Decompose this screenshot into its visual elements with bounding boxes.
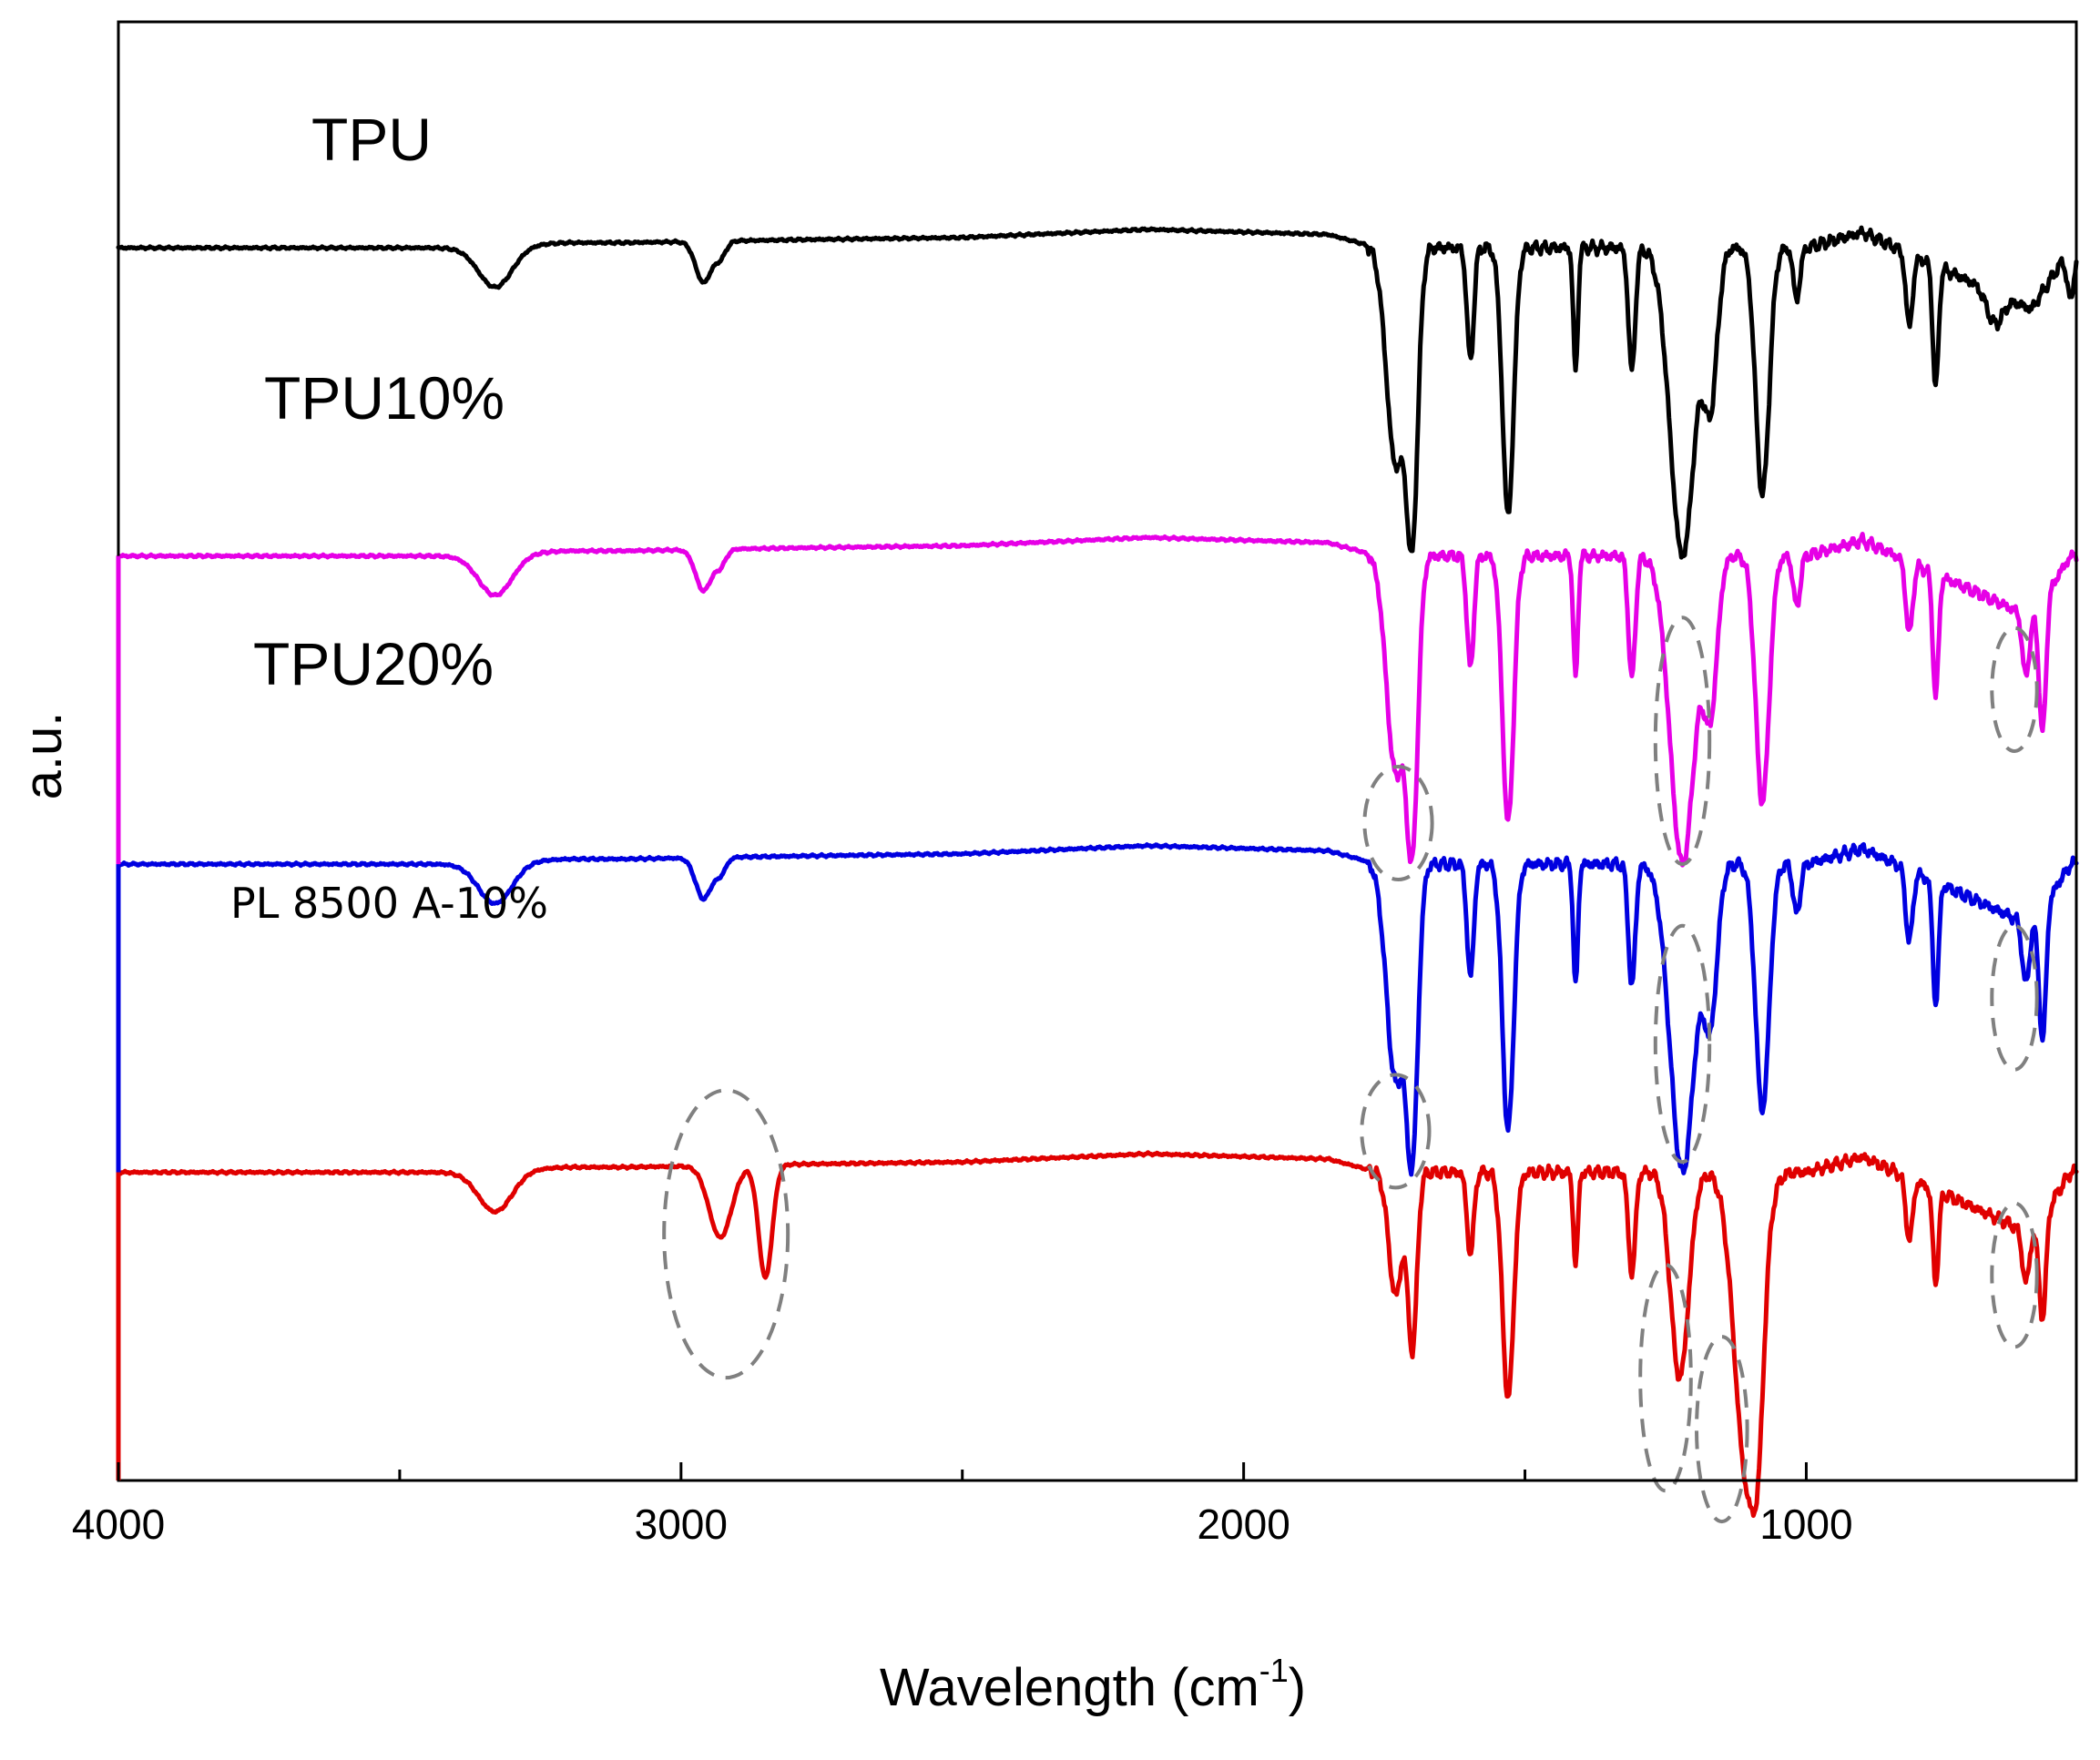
x-axis-title-close: ) [1289, 1658, 1306, 1717]
series-line-tpu10- [116, 532, 2079, 868]
y-axis-title: a.u. [14, 712, 73, 800]
highlight-regions [662, 615, 2039, 1524]
x-axis-ticks: 4000 3000 2000 1000 [72, 1462, 1853, 1548]
highlight-ellipse-4 [1360, 1073, 1432, 1190]
series-label-tpu20: TPU20% [253, 630, 494, 697]
series-label-pl8500: PL 8500 A-10% [230, 879, 548, 928]
series-line-tpu [116, 225, 2079, 560]
highlight-ellipse-7 [662, 1088, 790, 1380]
series-label-tpu10: TPU10% [264, 364, 505, 432]
plot-frame [117, 20, 2078, 1482]
series-label-tpu: TPU [311, 106, 432, 173]
highlight-ellipse-8 [1638, 1263, 1693, 1493]
x-tick-label-4000: 4000 [72, 1501, 165, 1548]
x-tick-label-1000: 1000 [1759, 1501, 1852, 1548]
highlight-ellipse-5 [1653, 923, 1712, 1165]
series-line-tpu20- [116, 841, 2079, 1177]
highlight-ellipse-6 [1990, 923, 2039, 1072]
x-axis-title: Wavelength (cm-1) [880, 1652, 1306, 1717]
highlight-ellipse-10 [1990, 1201, 2039, 1349]
x-tick-label-2000: 2000 [1197, 1501, 1290, 1548]
spectra-traces [116, 225, 2079, 1519]
highlight-ellipse-9 [1695, 1335, 1749, 1524]
x-tick-label-3000: 3000 [635, 1501, 728, 1548]
highlight-ellipse-1 [1362, 765, 1434, 881]
series-line-pl-8500-a-10- [116, 1150, 2079, 1519]
x-axis-title-main: Wavelength (cm [880, 1658, 1259, 1717]
highlight-ellipse-2 [1653, 615, 1712, 867]
highlight-ellipse-3 [1990, 626, 2039, 753]
x-axis-title-superscript: -1 [1259, 1652, 1289, 1689]
